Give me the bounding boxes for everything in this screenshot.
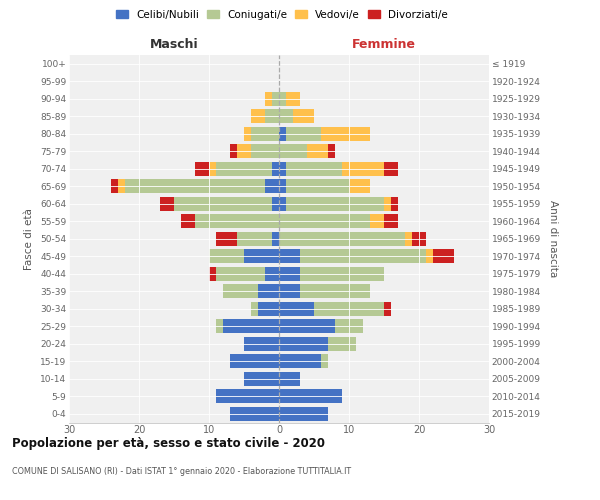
Bar — [321, 126, 370, 141]
Y-axis label: Anni di nascita: Anni di nascita — [548, 200, 557, 278]
Bar — [314, 302, 384, 316]
Bar — [384, 214, 398, 228]
Bar — [244, 249, 279, 263]
Bar — [237, 232, 272, 245]
Bar — [286, 126, 321, 141]
Text: Femmine: Femmine — [352, 38, 416, 52]
Bar — [216, 389, 279, 403]
Bar — [279, 284, 300, 298]
Bar — [111, 180, 118, 193]
Bar — [216, 232, 237, 245]
Bar — [258, 284, 279, 298]
Bar — [279, 407, 328, 421]
Bar — [230, 407, 279, 421]
Text: Maschi: Maschi — [149, 38, 199, 52]
Bar — [265, 180, 279, 193]
Bar — [265, 92, 272, 106]
Bar — [433, 249, 454, 263]
Bar — [279, 196, 286, 211]
Bar — [251, 110, 265, 123]
Bar — [181, 214, 195, 228]
Bar — [272, 162, 279, 176]
Bar — [279, 92, 286, 106]
Bar — [279, 302, 314, 316]
Bar — [244, 337, 279, 351]
Bar — [286, 196, 384, 211]
Bar — [209, 267, 216, 281]
Bar — [279, 232, 405, 245]
Bar — [328, 337, 356, 351]
Bar — [174, 196, 272, 211]
Text: Popolazione per età, sesso e stato civile - 2020: Popolazione per età, sesso e stato civil… — [12, 438, 325, 450]
Bar — [279, 214, 370, 228]
Bar — [279, 180, 286, 193]
Bar — [272, 92, 279, 106]
Bar — [279, 162, 286, 176]
Bar — [160, 196, 174, 211]
Bar — [258, 302, 279, 316]
Bar — [412, 232, 426, 245]
Bar — [279, 337, 328, 351]
Bar — [335, 320, 363, 333]
Text: COMUNE DI SALISANO (RI) - Dati ISTAT 1° gennaio 2020 - Elaborazione TUTTITALIA.I: COMUNE DI SALISANO (RI) - Dati ISTAT 1° … — [12, 468, 351, 476]
Bar — [279, 320, 335, 333]
Bar — [391, 196, 398, 211]
Bar — [342, 162, 384, 176]
Bar — [195, 214, 279, 228]
Bar — [293, 110, 314, 123]
Bar — [279, 144, 307, 158]
Bar — [216, 267, 265, 281]
Bar — [426, 249, 433, 263]
Bar — [349, 180, 370, 193]
Bar — [244, 372, 279, 386]
Bar — [370, 214, 384, 228]
Bar — [251, 302, 258, 316]
Bar — [216, 320, 223, 333]
Bar — [251, 144, 279, 158]
Bar — [384, 196, 391, 211]
Bar — [286, 92, 300, 106]
Bar — [279, 126, 286, 141]
Bar — [209, 249, 244, 263]
Bar — [279, 389, 342, 403]
Bar — [307, 144, 328, 158]
Bar — [230, 354, 279, 368]
Bar — [223, 320, 279, 333]
Bar — [279, 372, 300, 386]
Bar — [328, 144, 335, 158]
Bar — [384, 302, 391, 316]
Bar — [230, 144, 237, 158]
Bar — [300, 249, 426, 263]
Bar — [321, 354, 328, 368]
Bar — [286, 180, 349, 193]
Bar — [195, 162, 209, 176]
Bar — [265, 267, 279, 281]
Bar — [286, 162, 342, 176]
Bar — [300, 267, 384, 281]
Bar — [384, 162, 398, 176]
Bar — [265, 110, 279, 123]
Bar — [279, 267, 300, 281]
Bar — [118, 180, 125, 193]
Bar — [272, 232, 279, 245]
Bar — [244, 126, 251, 141]
Legend: Celibi/Nubili, Coniugati/e, Vedovi/e, Divorziati/e: Celibi/Nubili, Coniugati/e, Vedovi/e, Di… — [114, 8, 450, 22]
Bar — [216, 162, 272, 176]
Bar — [237, 144, 251, 158]
Bar — [251, 126, 279, 141]
Bar — [272, 196, 279, 211]
Bar — [279, 354, 321, 368]
Y-axis label: Fasce di età: Fasce di età — [25, 208, 34, 270]
Bar — [125, 180, 265, 193]
Bar — [209, 162, 216, 176]
Bar — [405, 232, 412, 245]
Bar — [279, 110, 293, 123]
Bar — [279, 249, 300, 263]
Bar — [223, 284, 258, 298]
Bar — [300, 284, 370, 298]
